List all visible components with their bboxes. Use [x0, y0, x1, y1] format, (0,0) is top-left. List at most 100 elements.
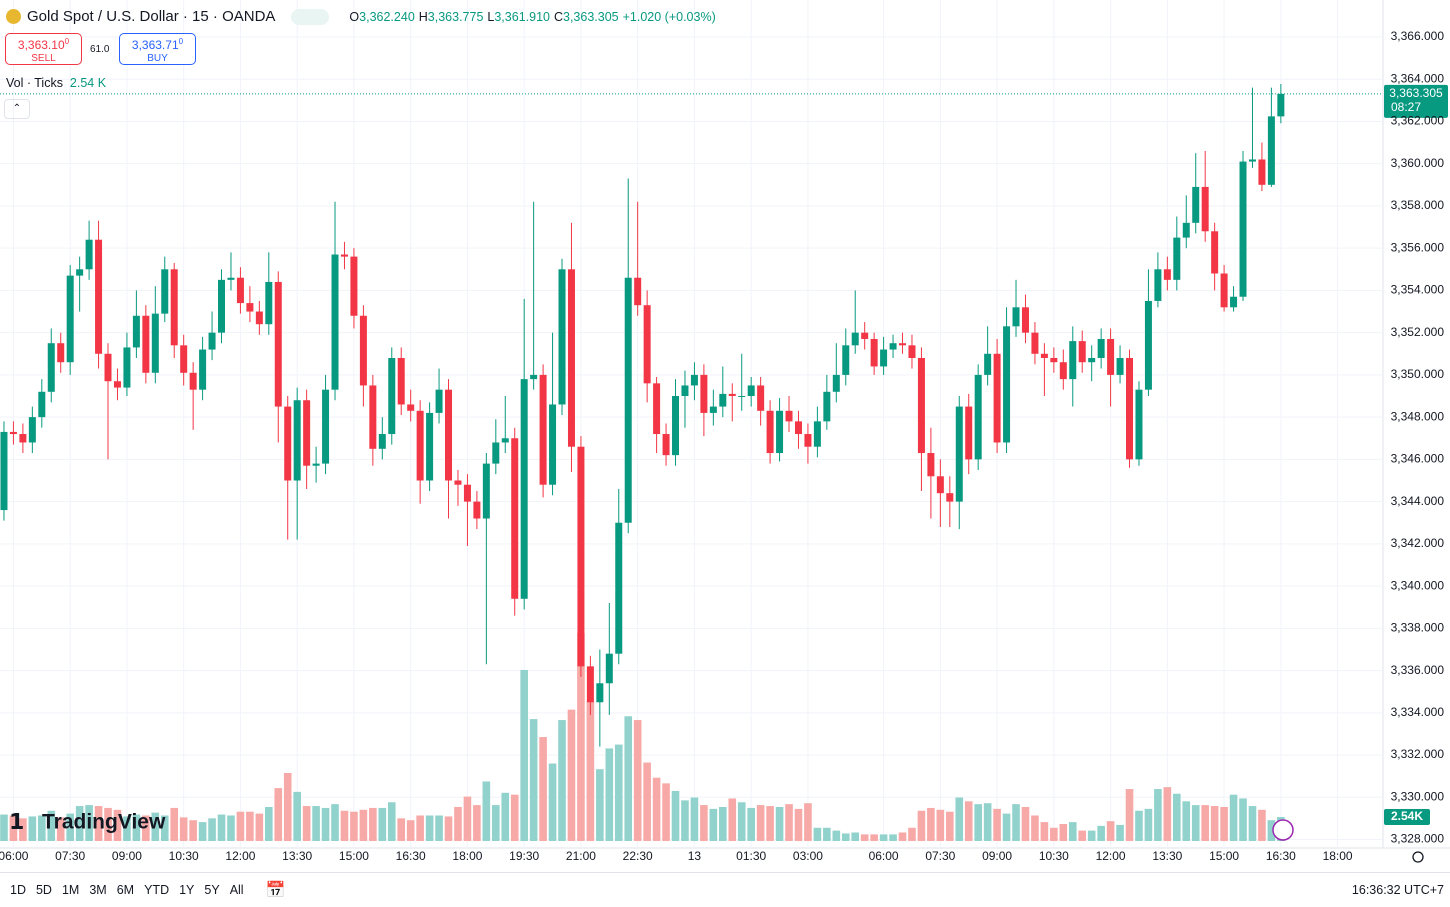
volume-bar — [1059, 823, 1068, 841]
candle-body — [132, 315, 140, 348]
candle-body — [407, 404, 415, 411]
candle-body — [539, 374, 547, 485]
x-tick-label: 01:30 — [736, 849, 766, 863]
candle-body — [340, 254, 348, 257]
volume-bar — [719, 806, 727, 841]
y-tick-label: 3,338.000 — [1391, 621, 1445, 635]
settings-icon[interactable] — [1412, 851, 1424, 863]
volume-bar — [473, 805, 481, 841]
volume-bar — [964, 801, 973, 841]
x-tick-label: 10:30 — [169, 849, 199, 863]
range-button[interactable]: 1Y — [179, 883, 195, 897]
volume-bar — [539, 737, 547, 841]
candle-body — [804, 434, 812, 447]
candle-body — [180, 345, 188, 373]
volume-bar — [879, 834, 888, 841]
candle-body — [993, 353, 1001, 443]
volume-bar — [690, 797, 699, 841]
range-button[interactable]: 3M — [89, 883, 107, 897]
range-button[interactable]: 5Y — [204, 883, 220, 897]
candle-body — [9, 431, 17, 435]
countdown: 08:27 — [1391, 100, 1421, 114]
candle-body — [123, 347, 131, 388]
volume-bar — [302, 806, 311, 841]
candle-body — [700, 374, 708, 413]
volume-bar — [1239, 798, 1247, 841]
candle-body — [511, 438, 519, 599]
sell-button[interactable]: 3,363.100 SELL — [5, 33, 82, 65]
volume-bar — [75, 806, 84, 841]
volume-bar — [189, 820, 197, 841]
date-range-icon[interactable]: 📅 — [265, 882, 286, 899]
status-badge — [291, 8, 330, 25]
volume-bar — [586, 701, 595, 841]
volume-bar — [293, 791, 301, 841]
candle-body — [794, 421, 802, 435]
volume-bar — [1031, 815, 1039, 841]
background — [0, 0, 1450, 872]
candle-body — [1059, 362, 1067, 380]
volume-bar — [1210, 806, 1219, 841]
x-tick-label: 22:30 — [623, 849, 653, 863]
candle-body — [1192, 186, 1200, 223]
x-tick-label: 21:00 — [566, 849, 596, 863]
x-tick-label: 13:30 — [282, 849, 312, 863]
range-button[interactable]: All — [229, 883, 244, 897]
candle-body — [312, 463, 320, 466]
candle-body — [113, 381, 121, 388]
candle-body — [359, 315, 367, 386]
candle-body — [823, 391, 831, 422]
candle-body — [936, 476, 944, 494]
volume-bar — [236, 811, 245, 841]
range-button[interactable]: 1D — [10, 883, 26, 897]
candle-body — [473, 501, 481, 519]
y-tick-label: 3,328.000 — [1391, 832, 1445, 846]
candle-body — [899, 343, 907, 346]
candle-body — [813, 421, 821, 447]
volume-bar — [681, 800, 689, 841]
candle-body — [208, 332, 216, 350]
sell-label: SELL — [31, 53, 56, 64]
candle-body — [955, 406, 963, 502]
range-button[interactable]: 1M — [61, 883, 80, 897]
volume-bar — [56, 817, 65, 841]
y-tick-label: 3,366.000 — [1391, 29, 1445, 43]
candle-body — [435, 389, 443, 413]
volume-bar — [85, 805, 93, 841]
x-tick-label: 06:00 — [869, 849, 899, 863]
range-button[interactable]: YTD — [144, 883, 170, 897]
candle-body — [1258, 159, 1266, 185]
volume-bar — [1267, 820, 1276, 841]
range-button[interactable]: 5D — [35, 883, 52, 897]
y-tick-label: 3,362.000 — [1391, 114, 1445, 128]
candle-body — [189, 372, 197, 390]
volume-bar — [908, 827, 916, 841]
buy-label: BUY — [147, 53, 168, 64]
quick-trade-icon[interactable] — [1272, 819, 1294, 841]
range-button[interactable]: 6M — [116, 883, 135, 897]
volume-bar — [624, 716, 633, 841]
volume-bar — [596, 769, 604, 841]
candle-body — [246, 303, 254, 312]
candle-body — [104, 353, 112, 382]
y-tick-label: 3,342.000 — [1391, 536, 1445, 550]
candle-body — [426, 412, 434, 481]
volume-bar — [47, 810, 56, 841]
candle-body — [388, 357, 396, 435]
candle-body — [1069, 341, 1077, 380]
candle-body — [1097, 338, 1105, 358]
candle-body — [142, 315, 150, 373]
price-pane — [0, 83, 1285, 747]
collapse-button[interactable]: ⌃ — [4, 99, 30, 119]
volume-bar — [208, 818, 216, 841]
x-tick-label: 18:00 — [452, 849, 482, 863]
candle-body — [1173, 237, 1181, 280]
volume-bar — [813, 827, 822, 841]
volume-bar — [179, 817, 188, 841]
buy-button[interactable]: 3,363.710 BUY — [119, 33, 196, 65]
volume-bar — [766, 806, 774, 841]
volume-bar — [652, 777, 661, 841]
volume-bar — [1087, 830, 1096, 841]
volume-bar — [0, 814, 8, 841]
